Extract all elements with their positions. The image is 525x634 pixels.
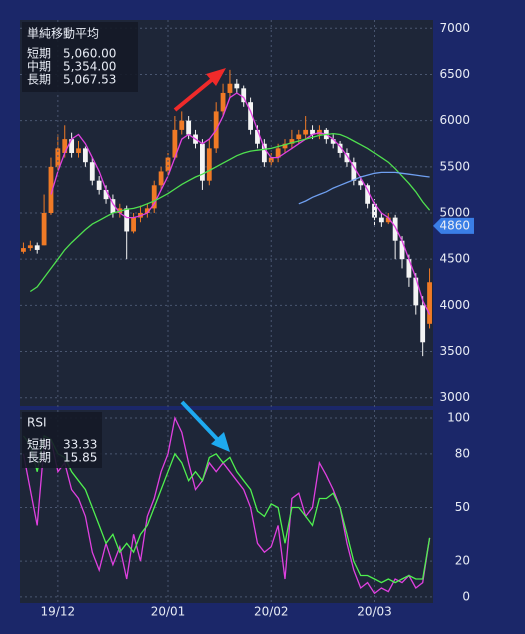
candle-body (399, 240, 405, 260)
y-tick-label: 6000 (439, 113, 470, 127)
line (22, 434, 431, 584)
candle-body (82, 148, 88, 163)
candle-body (34, 245, 40, 250)
candle-body (55, 148, 61, 167)
line (29, 132, 431, 293)
candle-body (358, 180, 364, 186)
line (22, 415, 431, 595)
candle-body (330, 139, 336, 144)
candle-body (151, 185, 157, 209)
candle-body (385, 217, 391, 223)
price-tag-label: 4860 (439, 218, 470, 232)
candle-body (392, 217, 398, 241)
candle-body (41, 213, 47, 246)
chart-title: RSI (27, 416, 47, 430)
candle-body (69, 139, 75, 153)
candle-body (420, 305, 426, 343)
legend-label: 長期 (27, 451, 51, 465)
candle-body (303, 129, 309, 135)
candle-body (186, 120, 192, 135)
candle-body (344, 152, 350, 163)
candle-body (268, 157, 274, 163)
legend-label: 短期 (27, 47, 51, 61)
candle-body (427, 282, 432, 324)
candle-body (179, 120, 185, 130)
x-tick-label: 20/01 (151, 605, 186, 619)
x-tick-label: 19/12 (41, 605, 76, 619)
legend-value: 5,067.53 (63, 73, 116, 87)
candle-body (248, 102, 254, 130)
y-tick-label: 80 (455, 446, 470, 460)
candle-body (206, 148, 212, 181)
candle-body (165, 157, 171, 172)
line (50, 92, 431, 315)
y-tick-label: 5000 (439, 206, 470, 220)
legend-value: 5,354.00 (63, 60, 116, 74)
y-tick-label: 3500 (439, 344, 470, 358)
candle-body (261, 143, 267, 163)
candle-body (282, 143, 288, 149)
x-tick-label: 20/02 (254, 605, 289, 619)
blue-arrow (180, 400, 230, 452)
y-tick-label: 20 (455, 554, 470, 568)
red-arrow (173, 68, 226, 112)
legend-value: 5,060.00 (63, 47, 116, 61)
candle-body (365, 185, 371, 204)
candle-body (48, 166, 54, 213)
candle-body (413, 277, 419, 306)
y-tick-label: 6500 (439, 67, 470, 81)
candle-body (241, 88, 247, 103)
candle-body (110, 199, 116, 213)
legend-label: 短期 (27, 438, 51, 452)
price-tag (433, 217, 474, 234)
y-tick-label: 7000 (439, 21, 470, 35)
candle-body (289, 139, 295, 144)
legend-box (22, 22, 138, 92)
candle-body (96, 180, 102, 190)
y-tick-label: 0 (462, 589, 470, 603)
candle-body (89, 162, 95, 181)
legend-value: 15.85 (63, 451, 97, 465)
candle-body (199, 143, 205, 181)
candle-body (255, 129, 260, 144)
candle-body (27, 245, 33, 249)
legend-value: 33.33 (63, 438, 97, 452)
y-tick-label: 5500 (439, 159, 470, 173)
candle-body (124, 208, 130, 232)
y-tick-label: 3000 (439, 390, 470, 404)
candle-body (337, 143, 343, 153)
chart-title: 単純移動平均 (27, 27, 99, 41)
candle-body (21, 248, 26, 252)
candle-body (406, 259, 412, 278)
candle-body (103, 189, 109, 200)
candle-body (131, 217, 136, 232)
candle-body (351, 162, 357, 181)
x-tick-label: 20/03 (357, 605, 392, 619)
candle-body (144, 208, 150, 213)
legend-box (22, 412, 102, 468)
candle-body (227, 83, 233, 93)
legend-label: 中期 (27, 59, 51, 74)
candle-body (234, 83, 240, 89)
candle-body (378, 217, 384, 223)
candle-body (275, 148, 281, 158)
candle-body (172, 129, 178, 158)
candle-body (310, 129, 315, 135)
legend-label: 長期 (27, 73, 51, 87)
candle-body (158, 171, 164, 186)
y-tick-label: 100 (447, 411, 470, 425)
y-tick-label: 4000 (439, 298, 470, 312)
y-tick-label: 50 (455, 500, 470, 514)
candle-body (76, 148, 81, 153)
line (298, 171, 430, 205)
y-tick-label: 4500 (439, 252, 470, 266)
candle-body (62, 139, 68, 153)
candle-body (220, 92, 226, 112)
candle-body (296, 134, 302, 140)
